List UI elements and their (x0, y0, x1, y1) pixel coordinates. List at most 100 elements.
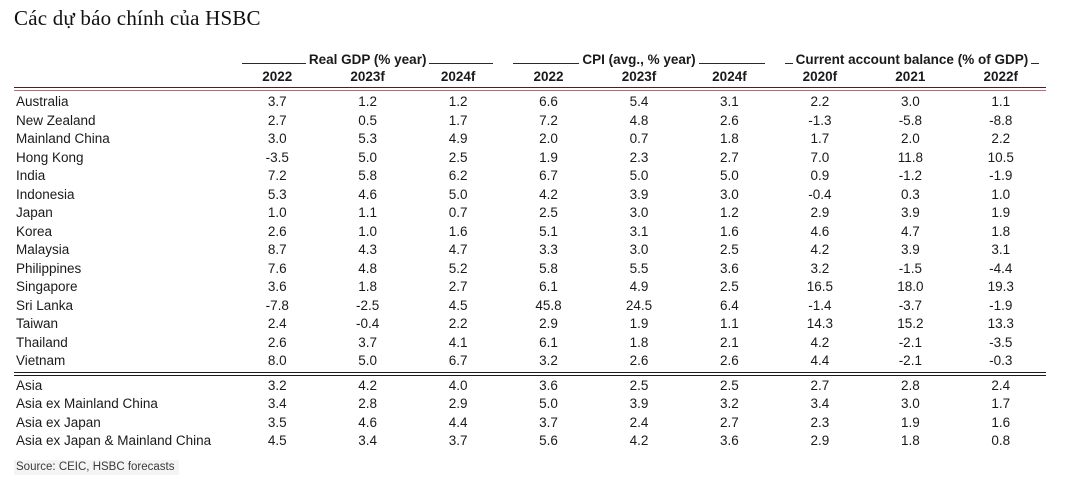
value-cell: 2.3 (810, 414, 830, 430)
value-cell: 3.6 (720, 260, 739, 276)
value-cell: 19.3 (987, 279, 1014, 294)
value-cell: -0.4 (808, 186, 832, 202)
value-cell: 1.1 (720, 316, 739, 331)
value-cell: 2.4 (267, 316, 287, 331)
value-cell: 2.7 (448, 279, 468, 294)
value-cell: 4.6 (810, 223, 830, 239)
group-header-cpi: CPI (avg., % year) (503, 48, 774, 67)
year-header: 2022f (983, 69, 1019, 84)
row-label: Thailand (16, 334, 68, 350)
value-cell: 3.0 (629, 205, 649, 220)
group-header-label: Current account balance (% of GDP) (795, 52, 1029, 67)
value-cell: 1.8 (991, 223, 1011, 239)
value-cell: 1.9 (629, 316, 649, 331)
value-cell: 0.8 (991, 433, 1011, 448)
forecast-table: Real GDP (% year) CPI (avg., % year) Cur… (14, 48, 1046, 451)
value-cell: 0.7 (448, 205, 468, 220)
value-cell: 45.8 (535, 297, 562, 313)
year-header: 2020f (802, 69, 838, 84)
value-cell: 2.5 (448, 149, 468, 165)
year-header: 2022 (533, 69, 564, 84)
group-header-line (698, 63, 765, 64)
value-cell: 2.7 (267, 112, 287, 128)
value-cell: 5.5 (629, 260, 649, 276)
row-label: Singapore (16, 279, 78, 294)
header-corner-spacer (14, 67, 232, 86)
row-label: India (16, 168, 46, 183)
value-cell: 3.9 (629, 186, 649, 202)
value-cell: 5.0 (720, 168, 739, 183)
value-cell: 4.8 (629, 112, 649, 128)
value-cell: -1.2 (898, 168, 922, 183)
value-cell: -1.5 (898, 260, 922, 276)
value-cell: 2.5 (629, 377, 649, 393)
row-label: Indonesia (16, 186, 75, 202)
value-cell: 2.9 (810, 205, 830, 220)
value-cell: 7.2 (539, 112, 558, 128)
row-label: Japan (16, 205, 53, 220)
value-cell: 3.6 (720, 433, 739, 448)
value-cell: 3.0 (267, 131, 287, 146)
group-header-line (784, 63, 793, 64)
row-label: Australia (16, 94, 69, 109)
year-header: 2022 (262, 69, 293, 84)
value-cell: 3.1 (720, 94, 739, 109)
value-cell: 5.6 (539, 433, 558, 448)
value-cell: 2.8 (358, 396, 378, 411)
value-cell: 3.6 (267, 279, 287, 294)
value-cell: 5.8 (539, 260, 558, 276)
value-cell: 3.7 (539, 414, 558, 430)
row-label: New Zealand (16, 112, 96, 128)
value-cell: 3.0 (900, 396, 920, 411)
value-cell: 4.3 (358, 242, 378, 257)
value-cell: 2.5 (720, 242, 739, 257)
value-cell: 4.6 (358, 414, 378, 430)
value-cell: -1.9 (989, 168, 1013, 183)
value-cell: 5.3 (267, 186, 287, 202)
value-cell: 3.2 (720, 396, 739, 411)
value-cell: 3.7 (358, 334, 378, 350)
value-cell: 2.5 (720, 377, 739, 393)
value-cell: 4.4 (810, 353, 830, 368)
value-cell: 4.0 (448, 377, 468, 393)
value-cell: 5.2 (448, 260, 468, 276)
value-cell: 3.4 (810, 396, 830, 411)
value-cell: -1.9 (989, 297, 1013, 313)
value-cell: 1.6 (448, 223, 468, 239)
value-cell: 4.2 (810, 334, 830, 350)
value-cell: 6.1 (539, 279, 558, 294)
row-label: Asia ex Japan (16, 414, 101, 430)
value-cell: -3.7 (898, 297, 922, 313)
value-cell: 3.9 (900, 205, 920, 220)
value-cell: 1.6 (720, 223, 739, 239)
value-cell: 4.2 (358, 377, 378, 393)
year-header: 2021 (895, 69, 926, 84)
value-cell: 6.7 (448, 353, 468, 368)
value-cell: 1.9 (900, 414, 920, 430)
value-cell: 1.8 (900, 433, 920, 448)
value-cell: 2.0 (900, 131, 920, 146)
value-cell: 2.4 (991, 377, 1011, 393)
value-cell: 0.3 (900, 186, 920, 202)
value-cell: 3.5 (267, 414, 287, 430)
value-cell: 5.8 (358, 168, 378, 183)
table-header: Real GDP (% year) CPI (avg., % year) Cur… (14, 48, 1046, 86)
value-cell: 5.4 (629, 94, 649, 109)
value-cell: 3.1 (991, 242, 1011, 257)
row-label: Malaysia (16, 242, 70, 257)
value-cell: 4.5 (448, 297, 468, 313)
row-label: Asia ex Mainland China (16, 396, 158, 411)
value-cell: 7.2 (267, 168, 287, 183)
value-cell: 15.2 (897, 316, 924, 331)
value-cell: 2.1 (720, 334, 739, 350)
value-cell: 1.2 (358, 94, 378, 109)
value-cell: 1.2 (720, 205, 739, 220)
value-cell: 1.9 (539, 149, 558, 165)
value-cell: 2.8 (900, 377, 920, 393)
row-label: Philippines (16, 260, 82, 276)
value-cell: 1.7 (991, 396, 1011, 411)
value-cell: 4.9 (629, 279, 649, 294)
value-cell: 3.4 (267, 396, 287, 411)
value-cell: 2.5 (539, 205, 558, 220)
value-cell: 3.7 (267, 94, 287, 109)
